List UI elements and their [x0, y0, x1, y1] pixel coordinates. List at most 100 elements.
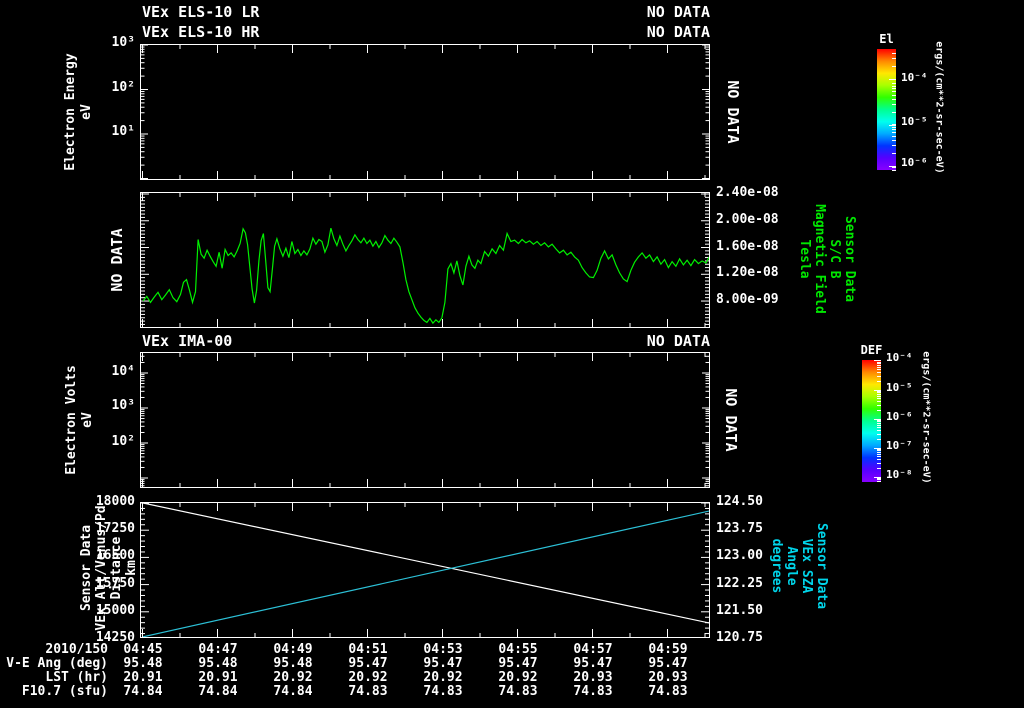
- colorbar1-tick-label: 10⁻⁴: [901, 71, 928, 84]
- table-cell: 74.83: [648, 684, 688, 699]
- colorbar2-tick-label: 10⁻⁷: [886, 439, 913, 452]
- table-cell: 95.48: [198, 656, 238, 671]
- colorbar-minor-tick: [877, 448, 881, 450]
- colorbar2-tick-label: 10⁻⁸: [886, 468, 913, 481]
- table-cell: 20.92: [348, 670, 388, 685]
- table-cell: 74.83: [573, 684, 613, 699]
- y-tick-label: 15000: [95, 602, 135, 618]
- panel-els-canvas: [141, 45, 709, 179]
- y-tick-label: 1.60e-08: [716, 238, 779, 254]
- panel3-title: VEx IMA-00: [142, 332, 233, 350]
- y-tick-label: 123.00: [716, 548, 763, 564]
- label-line: Sensor Data: [814, 522, 829, 610]
- label-line: Magnetic Field: [812, 204, 827, 314]
- colorbar-minor-tick: [877, 421, 881, 423]
- table-cell: 95.47: [348, 656, 388, 671]
- x-tick-label: 04:49: [273, 642, 313, 657]
- x-tick-label: 04:51: [348, 642, 388, 657]
- colorbar1-title: El: [879, 32, 894, 46]
- colorbar-minor-tick: [877, 423, 881, 425]
- label-line: eV: [79, 104, 94, 120]
- y-tick-label: 121.50: [716, 602, 763, 618]
- colorbar-minor-tick: [892, 98, 896, 100]
- table-cell: 74.83: [348, 684, 388, 699]
- table-cell: 74.84: [123, 684, 163, 699]
- panel1-title-line1: VEx ELS-10 LR: [142, 3, 260, 21]
- y-tick-label: 16500: [95, 548, 135, 564]
- y-tick-label: 10¹: [111, 124, 135, 139]
- panel-ima-canvas: [141, 353, 709, 487]
- table-cell: 95.47: [573, 656, 613, 671]
- colorbar-major-tick: [874, 390, 881, 391]
- y-tick-label: 124.50: [716, 494, 763, 509]
- table-cell: 95.47: [648, 656, 688, 671]
- colorbar-minor-tick: [877, 419, 881, 421]
- colorbar-minor-tick: [877, 430, 881, 432]
- colorbar-minor-tick: [892, 52, 896, 54]
- table-cell: 74.84: [198, 684, 238, 699]
- y-tick-label: 15750: [95, 575, 135, 591]
- colorbar-minor-tick: [892, 94, 896, 96]
- colorbar-minor-tick: [877, 375, 881, 377]
- colorbar-minor-tick: [892, 91, 896, 93]
- colorbar-minor-tick: [892, 111, 896, 113]
- y-tick-label: 2.00e-08: [716, 211, 779, 227]
- x-axis-date-label: 2010/150: [45, 642, 108, 657]
- panel3-status: NO DATA: [646, 332, 710, 350]
- y-tick-label: 8.00e-09: [716, 292, 779, 308]
- y-tick-label: 18000: [95, 494, 135, 509]
- label-line: VEx SZA: [799, 538, 814, 594]
- table-cell: 20.92: [498, 670, 538, 685]
- colorbar-minor-tick: [877, 372, 881, 374]
- table-cell: 95.48: [123, 656, 163, 671]
- y-tick-label: 120.75: [716, 630, 763, 645]
- table-row-label: F10.7 (sfu): [21, 684, 108, 699]
- table-cell: 74.83: [423, 684, 463, 699]
- table-cell: 74.84: [273, 684, 313, 699]
- colorbar1-els: [877, 49, 896, 171]
- colorbar1-tick-label: 10⁻⁶: [901, 156, 928, 169]
- colorbar-minor-tick: [877, 477, 881, 479]
- mag-nodata-overlay: NO DATA: [108, 228, 126, 292]
- table-row-label: LST (hr): [45, 670, 108, 685]
- colorbar-minor-tick: [877, 439, 881, 441]
- y-tick-label: 10²: [111, 80, 135, 95]
- colorbar2-units: ergs/(cm**2-sr-sec-eV): [920, 351, 932, 484]
- colorbar-minor-tick: [877, 410, 881, 412]
- colorbar-minor-tick: [877, 459, 881, 461]
- label-line: eV: [80, 412, 95, 428]
- colorbar-minor-tick: [877, 392, 881, 394]
- colorbar-minor-tick: [892, 135, 896, 137]
- colorbar-minor-tick: [877, 454, 881, 456]
- colorbar-minor-tick: [877, 481, 881, 483]
- x-tick-label: 04:59: [648, 642, 688, 657]
- x-tick-label: 04:47: [198, 642, 238, 657]
- colorbar-minor-tick: [892, 167, 896, 169]
- colorbar-minor-tick: [877, 450, 881, 452]
- panel-eph-canvas: [141, 503, 709, 637]
- colorbar-minor-tick: [892, 104, 896, 106]
- table-cell: 20.91: [123, 670, 163, 685]
- y-tick-label: 14250: [95, 630, 135, 645]
- colorbar-minor-tick: [877, 396, 881, 398]
- y-tick-label: 10²: [111, 434, 135, 449]
- y-tick-label: 10³: [111, 398, 135, 413]
- y-tick-label: 10³: [111, 35, 135, 50]
- eph-right-axis-label: Sensor Data VEx SZA Angle degrees: [769, 517, 829, 615]
- table-row-label: V-E Ang (deg): [6, 656, 108, 671]
- panel-magnetic-field: [140, 192, 710, 328]
- panel1-status-line2: NO DATA: [646, 23, 710, 41]
- colorbar-minor-tick: [877, 452, 881, 454]
- colorbar-minor-tick: [892, 139, 896, 141]
- panel-ima-spectrogram: [140, 352, 710, 488]
- y-tick-label: 2.40e-08: [716, 185, 779, 200]
- colorbar2-title: DEF: [860, 343, 883, 357]
- x-tick-label: 04:53: [423, 642, 463, 657]
- colorbar-minor-tick: [892, 65, 896, 67]
- els-y-axis-label: Electron Energy eV: [63, 47, 95, 177]
- y-tick-label: 1.20e-08: [716, 265, 779, 281]
- x-tick-label: 04:45: [123, 642, 163, 657]
- colorbar-minor-tick: [877, 404, 881, 406]
- colorbar-major-tick: [874, 360, 881, 361]
